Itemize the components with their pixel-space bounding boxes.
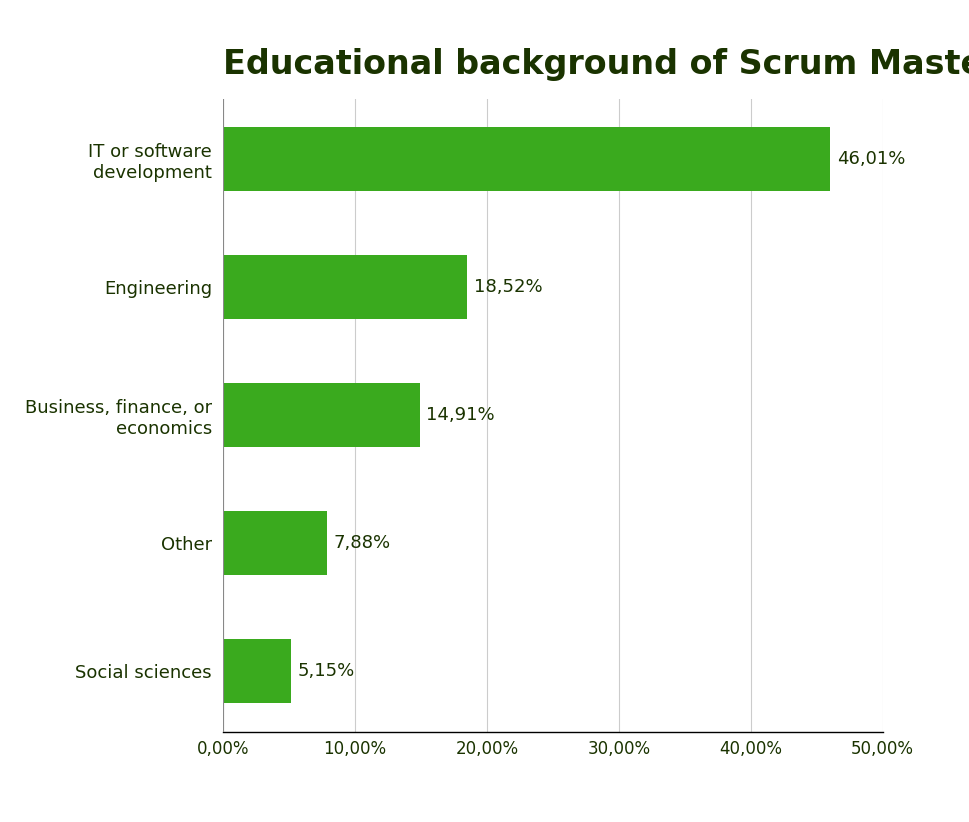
- Bar: [223, 639, 291, 703]
- Text: 5,15%: 5,15%: [297, 662, 355, 680]
- Bar: [223, 511, 327, 575]
- Bar: [223, 256, 467, 319]
- Text: Educational background of Scrum Masters: Educational background of Scrum Masters: [223, 48, 969, 81]
- Text: 7,88%: 7,88%: [333, 534, 391, 552]
- Bar: [223, 127, 829, 192]
- Bar: [223, 383, 420, 447]
- Text: 46,01%: 46,01%: [836, 150, 904, 169]
- Text: 18,52%: 18,52%: [474, 278, 542, 296]
- Text: 14,91%: 14,91%: [426, 406, 494, 424]
